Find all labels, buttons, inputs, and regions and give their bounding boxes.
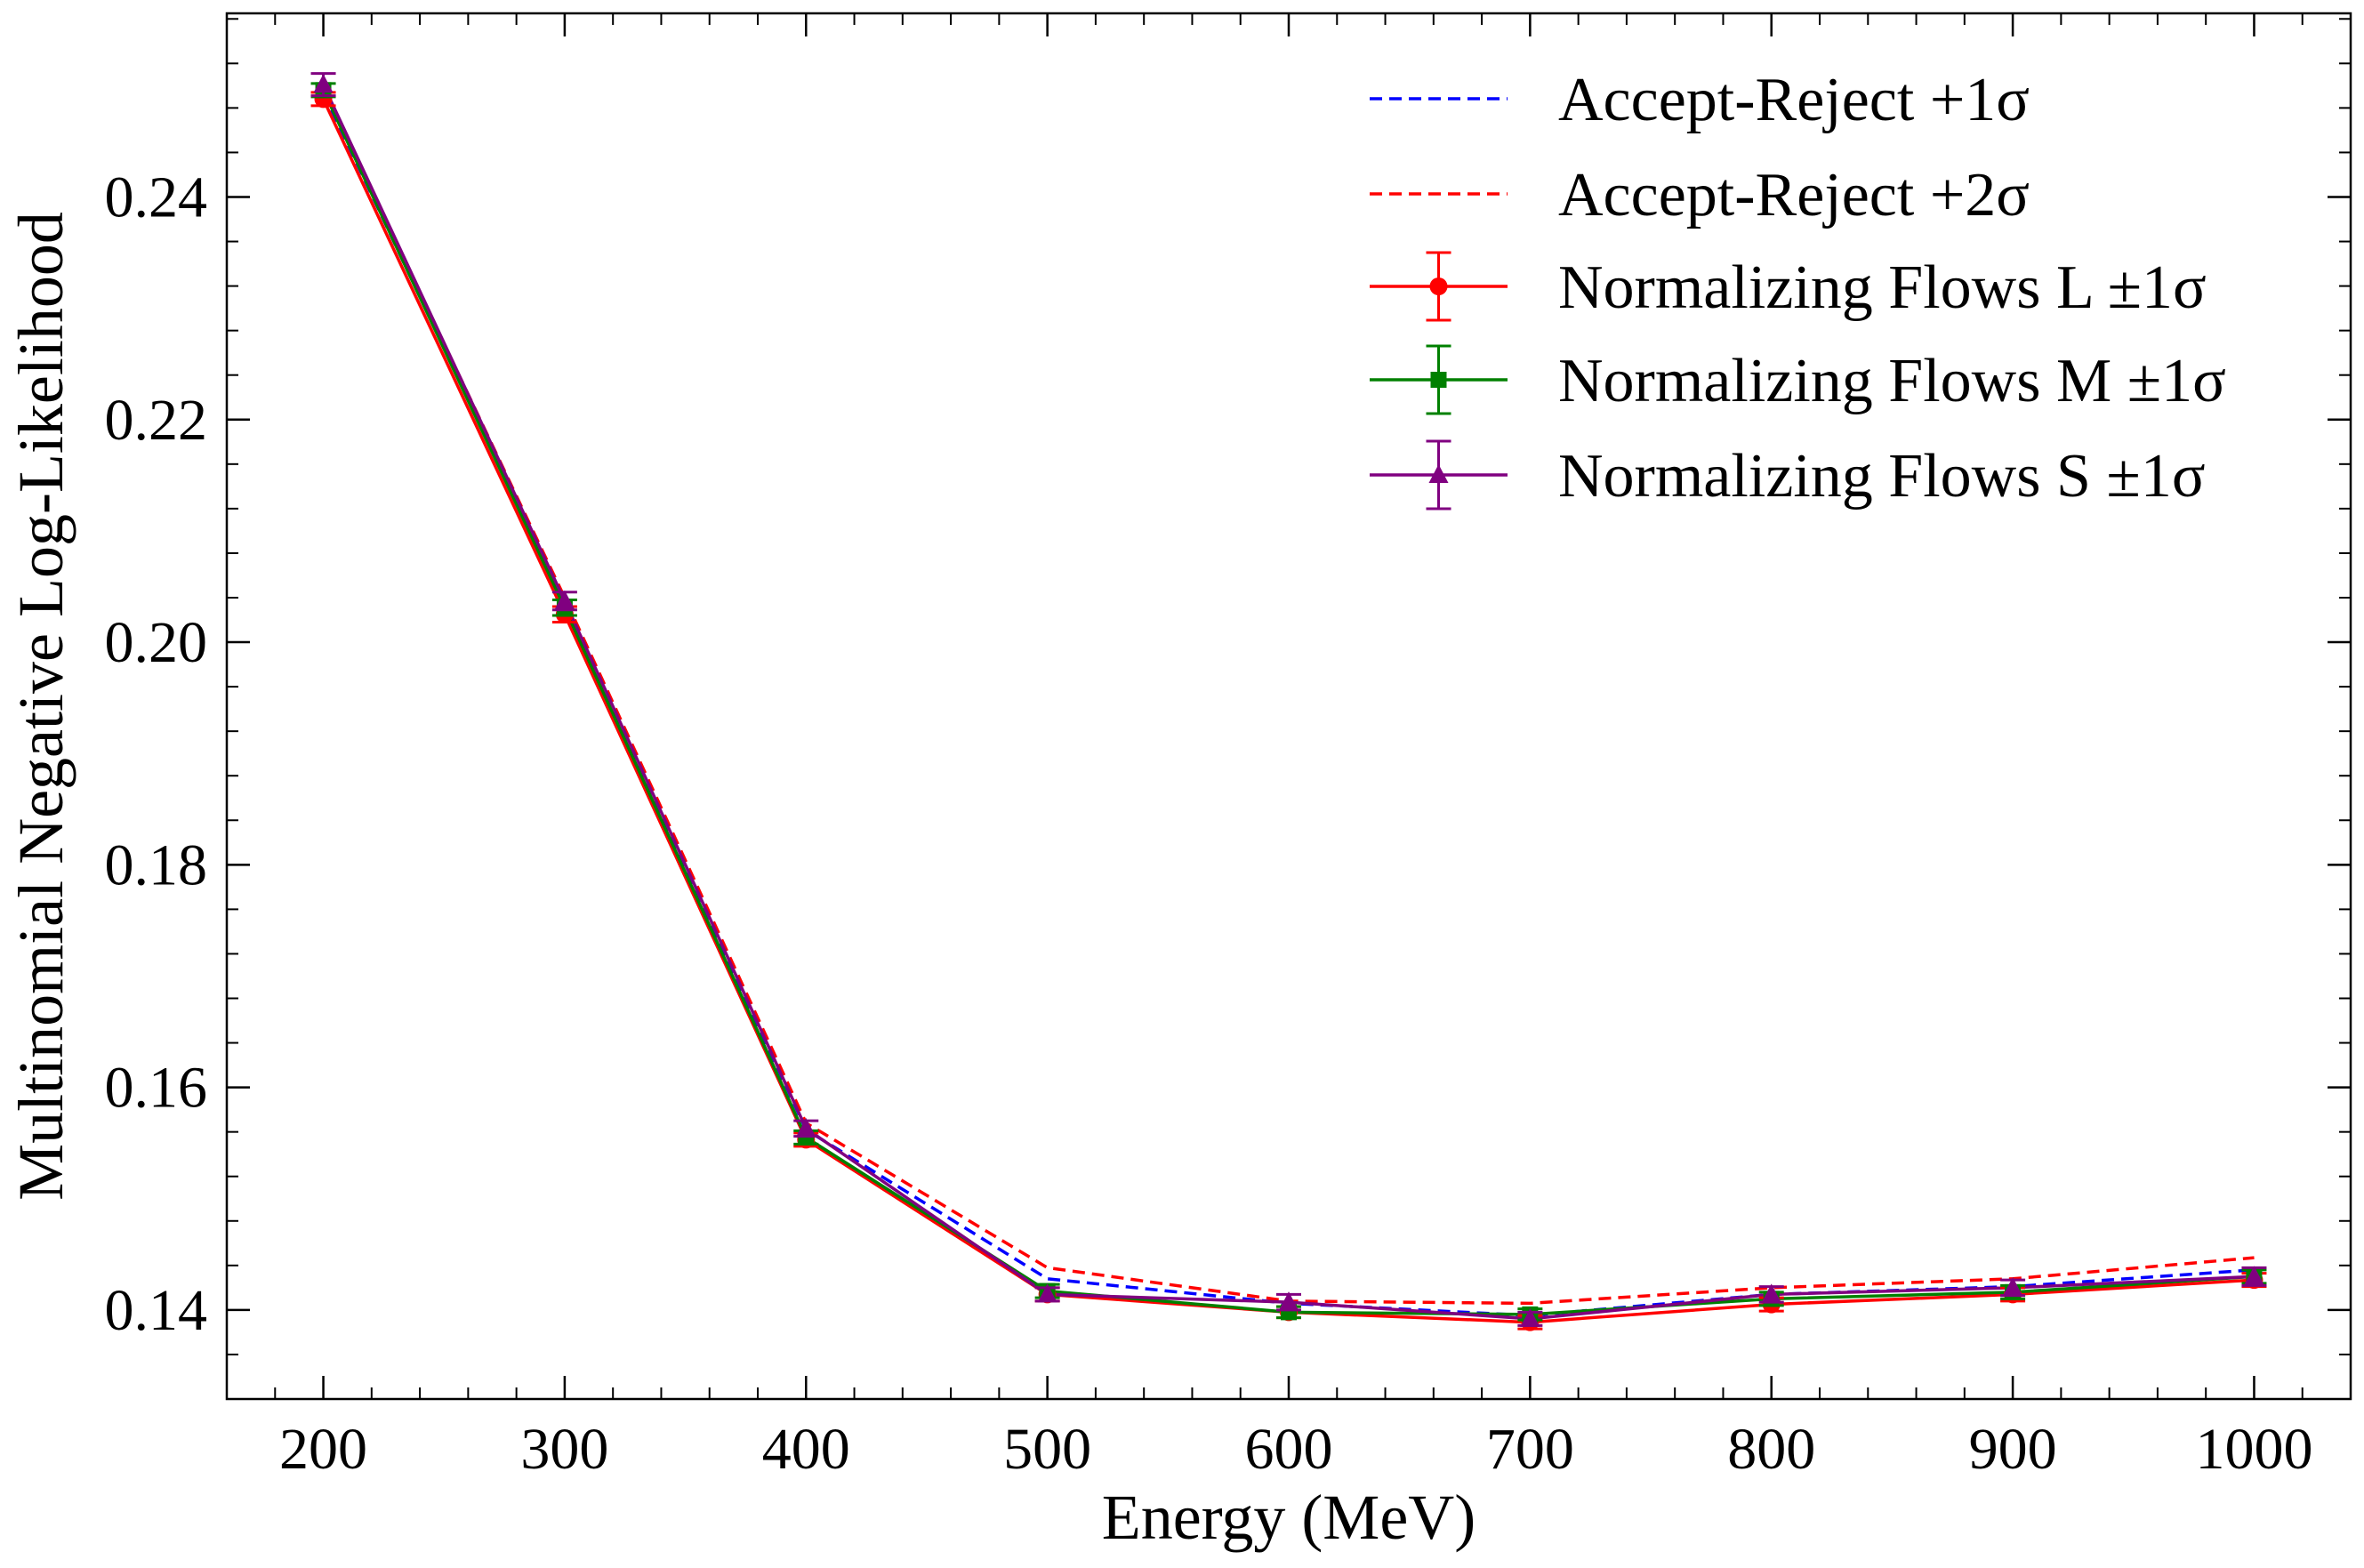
- x-tick-label: 400: [762, 1417, 850, 1482]
- y-tick-label: 0.14: [105, 1278, 208, 1343]
- legend-label: Normalizing Flows L ±1σ: [1558, 253, 2207, 322]
- x-tick-label: 800: [1727, 1417, 1815, 1482]
- x-axis-label: Energy (MeV): [1102, 1482, 1476, 1553]
- y-tick-label: 0.18: [105, 832, 208, 897]
- y-tick-label: 0.20: [105, 610, 208, 675]
- legend-label: Normalizing Flows M ±1σ: [1558, 347, 2226, 415]
- legend-marker: [1430, 372, 1447, 388]
- data-point: [1037, 1283, 1057, 1303]
- data-point: [313, 74, 334, 93]
- x-tick-label: 700: [1486, 1417, 1574, 1482]
- legend: Accept-Reject +1σ Accept-Reject +2σ Normal…: [1370, 66, 2226, 511]
- y-tick-label: 0.16: [105, 1056, 208, 1121]
- data-point: [1279, 1291, 1299, 1311]
- y-axis-label: Multinomial Negative Log-Likelihood: [5, 212, 76, 1201]
- plot-frame: [225, 12, 2352, 1401]
- legend-label: Accept-Reject +1σ: [1558, 66, 2030, 134]
- y-tick-label: 0.24: [105, 165, 208, 229]
- x-tick-label: 900: [1969, 1417, 2057, 1482]
- x-tick-label: 200: [279, 1417, 367, 1482]
- legend-label: Accept-Reject +2σ: [1558, 161, 2030, 229]
- data-point: [554, 590, 575, 609]
- data-point: [2003, 1276, 2023, 1296]
- axis-ticks: 200 300 400 500 600 700 800 900 1000 0.14 0.16 0.18…: [105, 13, 2351, 1482]
- x-tick-label: 600: [1245, 1417, 1333, 1482]
- y-tick-label: 0.22: [105, 388, 208, 453]
- data-point: [796, 1117, 816, 1137]
- x-tick-label: 300: [520, 1417, 608, 1482]
- x-tick-label: 500: [1003, 1417, 1091, 1482]
- data-point: [1520, 1307, 1540, 1327]
- data-point: [1761, 1283, 1781, 1303]
- series-markers: [310, 72, 2267, 1331]
- legend-label: Normalizing Flows S ±1σ: [1558, 442, 2206, 511]
- data-point: [2244, 1266, 2264, 1285]
- legend-marker: [1428, 464, 1449, 483]
- legend-marker: [1429, 277, 1448, 295]
- x-tick-label: 1000: [2195, 1417, 2312, 1482]
